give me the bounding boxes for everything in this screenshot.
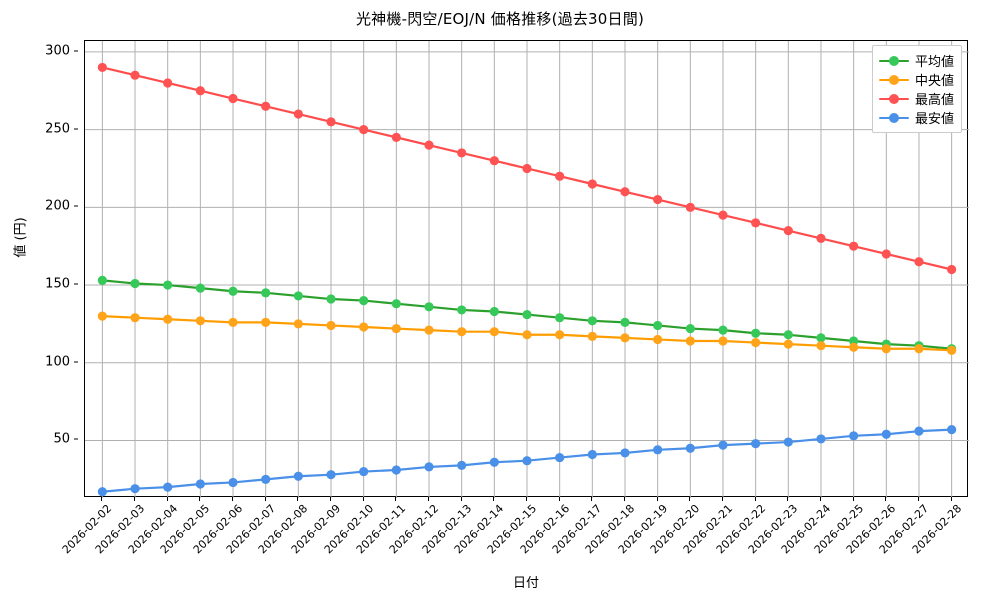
legend-marker-icon bbox=[879, 112, 909, 124]
legend-label: 平均値 bbox=[915, 55, 955, 70]
x-tick-mark bbox=[297, 497, 299, 501]
legend-marker-icon bbox=[879, 55, 909, 67]
legend-item-2[interactable]: 中央値 bbox=[879, 70, 954, 89]
x-tick-mark bbox=[754, 497, 756, 501]
x-tick-mark bbox=[852, 497, 854, 501]
x-tick-mark bbox=[395, 497, 397, 501]
y-tick-mark bbox=[74, 283, 78, 285]
y-axis-tick-labels: 50 100 150 200 250 300 bbox=[0, 40, 78, 497]
x-tick-mark bbox=[689, 497, 691, 501]
legend-item-4[interactable]: 最安値 bbox=[879, 108, 954, 127]
x-tick-mark bbox=[362, 497, 364, 501]
y-tick-mark bbox=[74, 205, 78, 207]
y-tick-label: 300 bbox=[45, 43, 70, 59]
y-tick-label: 100 bbox=[45, 354, 70, 370]
x-tick-mark bbox=[199, 497, 201, 501]
plot-svg bbox=[85, 41, 969, 498]
y-tick-label: 200 bbox=[45, 198, 70, 214]
series-2 bbox=[97, 311, 957, 355]
x-tick-mark bbox=[787, 497, 789, 501]
x-axis-label: 日付 bbox=[512, 576, 539, 591]
legend-item-1[interactable]: 平均値 bbox=[879, 51, 954, 70]
x-tick-mark bbox=[264, 497, 266, 501]
legend-item-3[interactable]: 最高値 bbox=[879, 89, 954, 108]
x-tick-mark bbox=[819, 497, 821, 501]
plot-area bbox=[84, 40, 969, 498]
series-4 bbox=[97, 425, 957, 497]
x-tick-mark bbox=[885, 497, 887, 501]
y-tick-label: 50 bbox=[53, 431, 70, 447]
x-tick-mark bbox=[134, 497, 136, 501]
x-tick-mark bbox=[656, 497, 658, 501]
x-tick-mark bbox=[460, 497, 462, 501]
chart-title: 光神機-閃空/EOJ/N 価格推移(過去30日間) bbox=[355, 10, 644, 28]
x-axis-tick-marks bbox=[84, 497, 968, 503]
legend-marker-icon bbox=[879, 74, 909, 86]
x-tick-mark bbox=[330, 497, 331, 501]
x-tick-mark bbox=[526, 497, 527, 501]
x-tick-mark bbox=[721, 497, 723, 501]
legend-label: 最高値 bbox=[915, 93, 955, 108]
y-tick-mark bbox=[74, 361, 78, 363]
chart-legend: 平均値中央値最高値最安値 bbox=[872, 45, 963, 133]
y-tick-label: 250 bbox=[45, 121, 70, 137]
series-1 bbox=[97, 275, 957, 354]
x-tick-mark bbox=[623, 497, 625, 501]
x-tick-mark bbox=[166, 497, 168, 501]
y-tick-mark bbox=[74, 128, 78, 130]
x-tick-mark bbox=[232, 497, 234, 501]
legend-label: 中央値 bbox=[915, 74, 955, 89]
legend-label: 最安値 bbox=[915, 112, 955, 127]
x-tick-mark bbox=[101, 497, 103, 501]
x-tick-mark bbox=[591, 497, 593, 501]
x-axis-tick-labels: 2026-02-02 2026-02-03 2026-02-04 2026-02-05… bbox=[60, 502, 968, 572]
grid-lines bbox=[85, 41, 969, 498]
y-axis-label: 値 (円) bbox=[13, 217, 29, 258]
x-tick-mark bbox=[493, 497, 495, 501]
x-tick-mark bbox=[950, 497, 952, 501]
legend-marker-icon bbox=[879, 93, 909, 105]
y-tick-mark bbox=[74, 438, 78, 440]
series-3 bbox=[97, 62, 957, 275]
x-tick-mark bbox=[917, 497, 919, 501]
x-tick-mark bbox=[428, 497, 429, 501]
x-tick-mark bbox=[558, 497, 560, 501]
y-tick-label: 150 bbox=[45, 276, 70, 292]
y-tick-mark bbox=[74, 50, 78, 52]
